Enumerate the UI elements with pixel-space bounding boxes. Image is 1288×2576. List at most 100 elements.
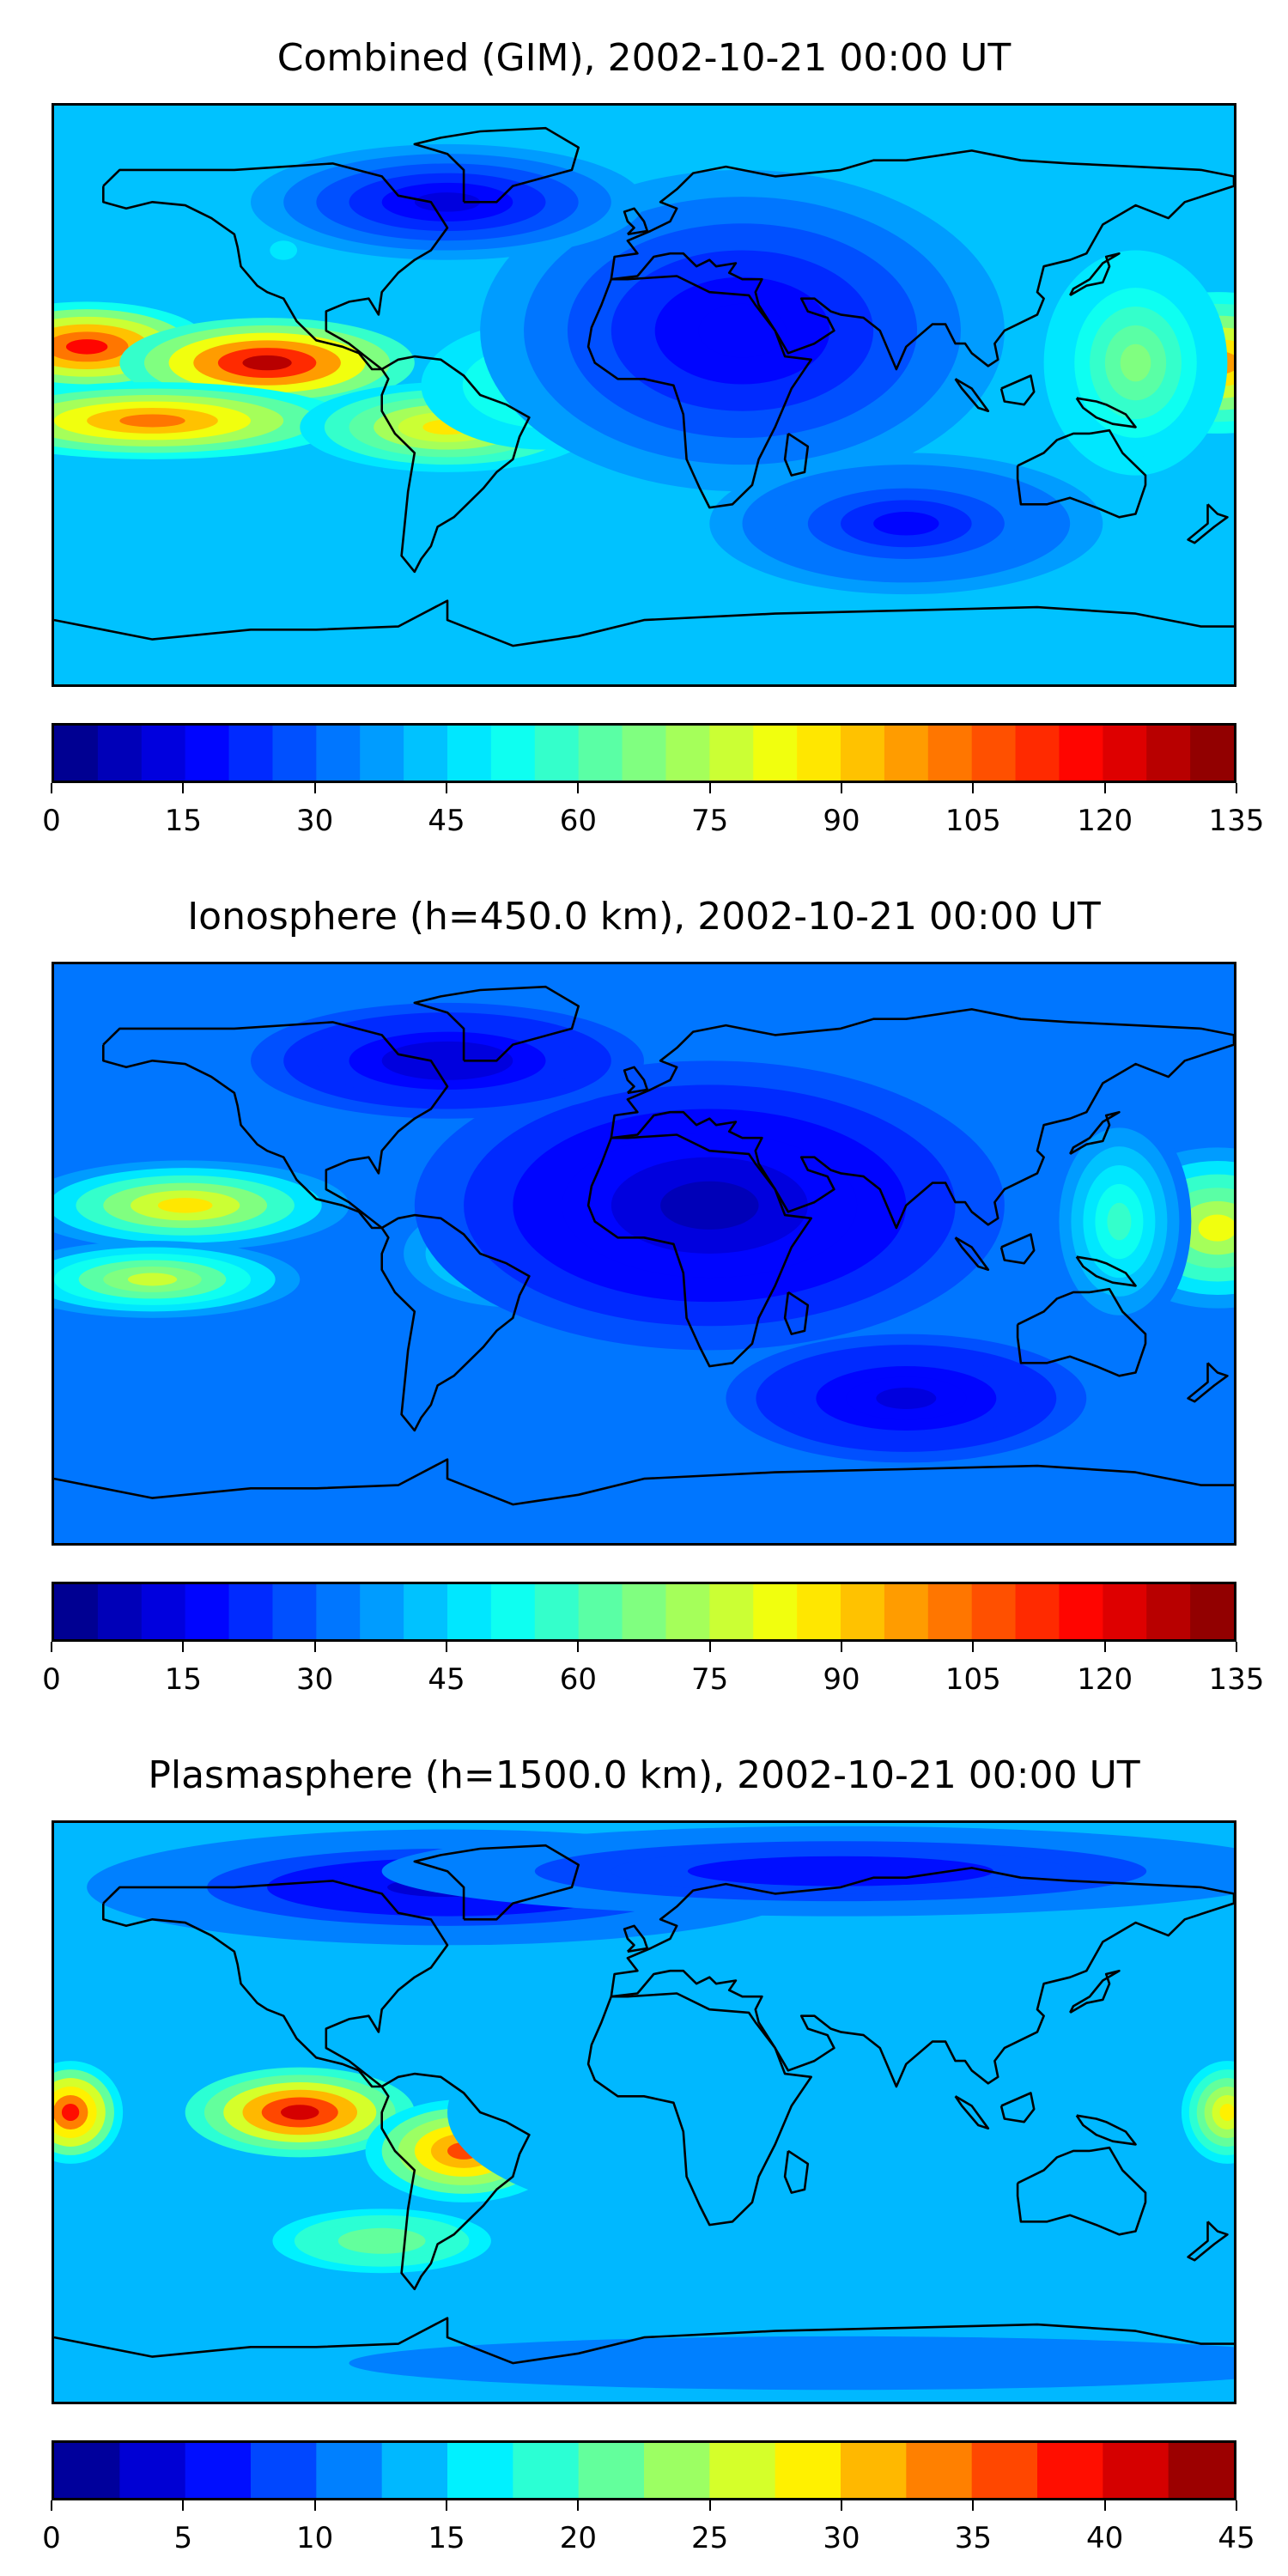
colorbar-level (1103, 2443, 1170, 2498)
colorbar-level (228, 1584, 274, 1639)
colorbar-level (404, 1584, 448, 1639)
colorbar-tick (708, 2500, 711, 2511)
colorbar-level (54, 726, 99, 781)
colorbar-level (775, 2443, 841, 2498)
field-feature (447, 1999, 1037, 2226)
colorbar-tick-label: 0 (42, 804, 61, 838)
coastline (610, 149, 1234, 371)
coastline (413, 1844, 580, 1921)
colorbar-level (272, 726, 317, 781)
colorbar-tick (972, 2500, 975, 2511)
colorbar-level (1168, 2443, 1234, 2498)
colorbar-level (841, 726, 885, 781)
colorbar-tick-label: 30 (823, 2521, 860, 2555)
contour-band (280, 2105, 319, 2120)
colorbar-tick-label: 15 (428, 2521, 465, 2555)
map-canvas (54, 1823, 1234, 2402)
colorbar-level (1190, 1584, 1234, 1639)
field-feature (251, 1002, 644, 1119)
colorbar-tick (708, 783, 711, 793)
colorbar-tick (1103, 1642, 1106, 1652)
panel-combined: Combined (GIM), 2002-10-21 00:00 UT 0 15 3… (0, 0, 1288, 859)
colorbar-level (1059, 726, 1103, 781)
contour-band (1120, 343, 1151, 382)
colorbar-level (141, 726, 186, 781)
colorbar-tick-label: 60 (559, 804, 597, 838)
field-feature (726, 1334, 1087, 1463)
colorbar-level (971, 726, 1017, 781)
colorbar-tick-label: 90 (823, 1662, 860, 1697)
colorbar-level (534, 726, 580, 781)
colorbar-tick-label: 45 (428, 804, 465, 838)
colorbar-level (1037, 2443, 1103, 2498)
colorbar-ticks: 0 15 30 45 60 75 90 105 120 135 (42, 783, 1264, 838)
field-feature (381, 1826, 1234, 1917)
coastline (1187, 1362, 1229, 1403)
field-feature (709, 453, 1103, 595)
colorbar (52, 1582, 1236, 1642)
colorbar-tick-label: 105 (945, 804, 1001, 838)
colorbar (52, 2440, 1236, 2500)
colorbar-tick (1103, 2500, 1106, 2511)
colorbar-level (797, 726, 841, 781)
colorbar-level (1015, 1584, 1060, 1639)
colorbar-level (316, 2443, 383, 2498)
coastline (586, 1992, 813, 2227)
colorbar-level (54, 1584, 99, 1639)
colorbar-level (709, 2443, 776, 2498)
colorbar-tick-label: 45 (428, 1662, 465, 1697)
colorbar-tick-label: 35 (954, 2521, 992, 2555)
coastline (1075, 397, 1137, 428)
field-feature (54, 1160, 349, 1251)
colorbar-level (185, 1584, 230, 1639)
colorbar-tick (182, 1642, 185, 1652)
colorbar-tick-label: 0 (42, 2521, 61, 2555)
field-feature (185, 2067, 415, 2158)
coastline (1016, 1287, 1147, 1377)
coastline (380, 2072, 531, 2291)
field-feature (480, 169, 1005, 492)
colorbar-level (360, 1584, 404, 1639)
chart-title: Plasmasphere (h=1500.0 km), 2002-10-21 0… (148, 1753, 1140, 1797)
colorbar-level (534, 1584, 580, 1639)
contour-band (660, 1181, 759, 1230)
colorbar-level (927, 726, 973, 781)
colorbar-tick-label: 30 (296, 1662, 334, 1697)
coastline (1016, 2146, 1147, 2236)
colorbar-level (971, 2443, 1038, 2498)
colorbar-level (665, 1584, 710, 1639)
colorbar-level (490, 726, 536, 781)
coastline (413, 126, 580, 204)
coastline (1187, 2221, 1229, 2262)
colorbar-level (447, 726, 492, 781)
colorbar-tick (1236, 783, 1237, 793)
coastline (1075, 1255, 1137, 1287)
colorbar-tick-label: 105 (945, 1662, 1001, 1697)
coastline (586, 1133, 813, 1368)
coastline (623, 207, 649, 236)
colorbar-tick (446, 1642, 447, 1652)
heatmap-map (52, 962, 1236, 1546)
colorbar-level (644, 2443, 710, 2498)
colorbar-level (404, 726, 448, 781)
colorbar-tick (841, 783, 842, 793)
colorbar-level (665, 726, 710, 781)
field-feature (1043, 250, 1228, 476)
colorbar-tick (577, 2500, 580, 2511)
colorbar-level (884, 1584, 929, 1639)
colorbar-tick (972, 1642, 975, 1652)
coastline (623, 1924, 649, 1953)
colorbar-level (709, 1584, 754, 1639)
coastlines (54, 985, 1234, 1506)
colorbar-level (1146, 1584, 1191, 1639)
contour-band (242, 355, 292, 371)
contour-band (693, 2093, 792, 2131)
colorbar-level (251, 2443, 317, 2498)
colorbar-tick (313, 1642, 316, 1652)
map-canvas (54, 964, 1234, 1543)
contour-band (270, 240, 298, 260)
colorbar-tick (313, 2500, 316, 2511)
colorbar-tick-label: 15 (164, 1662, 202, 1697)
heatmap-map (52, 103, 1236, 687)
coastline (1075, 2114, 1137, 2146)
